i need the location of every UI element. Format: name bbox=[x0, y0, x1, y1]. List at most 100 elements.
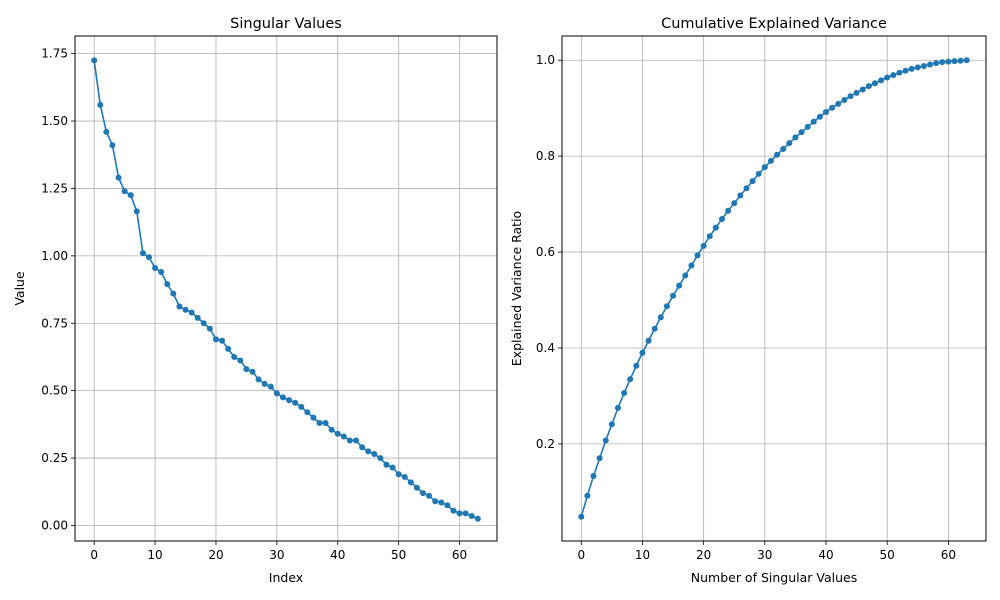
y-tick-label: 0.2 bbox=[536, 437, 555, 451]
data-point bbox=[614, 404, 621, 411]
cumulative-variance-chart: 0 10 20 30 40 50 60 0.2 0.4 0.6 0.8 1.0 Cumulative E… bbox=[509, 16, 987, 585]
data-point bbox=[121, 188, 128, 195]
data-point bbox=[841, 97, 848, 104]
data-point bbox=[871, 80, 878, 87]
data-point bbox=[663, 303, 670, 310]
data-point bbox=[957, 57, 964, 64]
x-tick-label: 50 bbox=[391, 548, 406, 562]
data-point bbox=[920, 62, 927, 69]
x-axis-label: Number of Singular Values bbox=[691, 570, 857, 585]
data-point bbox=[706, 233, 713, 240]
data-point bbox=[914, 64, 921, 71]
x-tick-label: 40 bbox=[818, 548, 833, 562]
data-point bbox=[438, 499, 445, 506]
chart-title: Cumulative Explained Variance bbox=[661, 16, 887, 32]
data-point bbox=[627, 376, 634, 383]
data-point bbox=[261, 380, 268, 387]
data-point bbox=[176, 303, 183, 310]
x-tick-label: 60 bbox=[941, 548, 956, 562]
data-point bbox=[219, 337, 226, 344]
data-point bbox=[145, 254, 152, 261]
x-tick-label: 20 bbox=[208, 548, 223, 562]
data-point bbox=[927, 61, 934, 68]
data-point bbox=[158, 269, 165, 276]
data-point bbox=[755, 170, 762, 177]
data-point bbox=[651, 325, 658, 332]
data-point bbox=[328, 426, 335, 433]
data-point bbox=[902, 67, 909, 74]
data-point bbox=[474, 515, 481, 522]
data-point bbox=[133, 208, 140, 215]
data-point bbox=[170, 290, 177, 297]
data-point bbox=[847, 93, 854, 100]
data-point bbox=[432, 498, 439, 505]
data-point bbox=[359, 444, 366, 451]
data-point bbox=[621, 390, 628, 397]
data-point bbox=[426, 492, 433, 499]
data-point bbox=[725, 207, 732, 214]
x-tick-label: 0 bbox=[577, 548, 585, 562]
data-point bbox=[596, 455, 603, 462]
data-point bbox=[279, 394, 286, 401]
data-point bbox=[225, 345, 232, 352]
data-point bbox=[774, 151, 781, 158]
data-point bbox=[304, 409, 311, 416]
y-tick-label: 0.50 bbox=[41, 384, 68, 398]
data-point bbox=[749, 178, 756, 185]
data-point bbox=[908, 65, 915, 72]
data-point bbox=[231, 353, 238, 360]
x-tick-label: 10 bbox=[635, 548, 650, 562]
x-tick-label: 20 bbox=[696, 548, 711, 562]
y-tick-label: 0.8 bbox=[536, 149, 555, 163]
data-point bbox=[310, 414, 317, 421]
data-point bbox=[718, 215, 725, 222]
data-point bbox=[896, 69, 903, 76]
data-point bbox=[109, 142, 116, 149]
data-point bbox=[377, 455, 384, 462]
data-point bbox=[608, 421, 615, 428]
data-point bbox=[212, 336, 219, 343]
data-point bbox=[164, 281, 171, 288]
data-point bbox=[273, 390, 280, 397]
data-point bbox=[737, 192, 744, 199]
data-point bbox=[206, 325, 213, 332]
data-point bbox=[115, 174, 122, 181]
data-point bbox=[334, 430, 341, 437]
data-point bbox=[859, 86, 866, 93]
data-point bbox=[682, 272, 689, 279]
data-point bbox=[255, 376, 262, 383]
y-tick-label: 1.00 bbox=[41, 249, 68, 263]
data-point bbox=[602, 437, 609, 444]
y-tick-label: 1.25 bbox=[41, 181, 68, 195]
y-tick-label: 1.50 bbox=[41, 114, 68, 128]
data-point bbox=[249, 368, 256, 375]
plot-frame bbox=[561, 35, 987, 542]
data-point bbox=[444, 502, 451, 509]
chart-title: Singular Values bbox=[230, 16, 342, 32]
data-point bbox=[810, 118, 817, 125]
data-point bbox=[322, 420, 329, 427]
data-point bbox=[188, 309, 195, 316]
y-tick-label: 0.6 bbox=[536, 245, 555, 259]
y-tick-label: 0.4 bbox=[536, 341, 555, 355]
data-point bbox=[292, 399, 299, 406]
data-point bbox=[951, 58, 958, 65]
data-point bbox=[829, 104, 836, 111]
data-point bbox=[395, 471, 402, 478]
data-point bbox=[639, 349, 646, 356]
data-point bbox=[798, 129, 805, 136]
data-point bbox=[890, 72, 897, 79]
data-point bbox=[340, 433, 347, 440]
data-point bbox=[688, 262, 695, 269]
singular-values-chart: 0 10 20 30 40 50 60 0.00 0.25 0.50 0.75 1.00 1.25 1.5… bbox=[12, 16, 498, 585]
y-tick-label: 0.25 bbox=[41, 451, 68, 465]
data-point bbox=[413, 484, 420, 491]
y-axis-label: Explained Variance Ratio bbox=[509, 211, 524, 366]
data-point bbox=[383, 461, 390, 468]
data-point bbox=[792, 134, 799, 141]
x-axis-label: Index bbox=[269, 570, 303, 585]
data-point bbox=[645, 337, 652, 344]
x-tick-label: 50 bbox=[880, 548, 895, 562]
data-point bbox=[91, 57, 98, 64]
